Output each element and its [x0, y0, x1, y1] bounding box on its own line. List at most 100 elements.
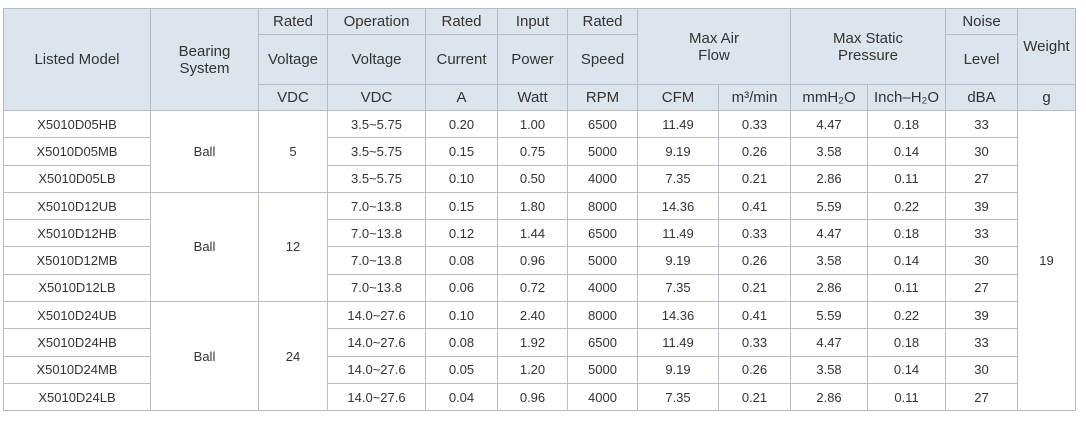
table-cell: 8000 [567, 301, 638, 330]
table-header: Listed Model Bearing System Rated Operat… [3, 8, 1077, 111]
table-cell: 0.15 [425, 137, 498, 166]
table-cell: 39 [945, 301, 1019, 330]
table-cell: 2.86 [790, 164, 869, 193]
table-cell: Ball [150, 301, 259, 412]
table-row: X5010D12LB 7.0~13.8 0.06 0.72 4000 7.35 0.21 2.… [3, 273, 1076, 303]
table-cell: X5010D05MB [3, 137, 151, 166]
table-cell: 9.19 [637, 137, 719, 166]
table-cell: 11.49 [637, 109, 719, 139]
table-cell: 0.72 [497, 273, 568, 303]
table-row: X5010D05HB Ball 5 3.5~5.75 0.20 1.00 6500 11.49… [3, 109, 1077, 412]
table-cell: 3.5~5.75 [327, 137, 426, 166]
table-cell: 0.11 [867, 164, 947, 193]
table-row: X5010D12UB Ball 12 7.0~13.8 0.15 1.80 8000 14.3… [3, 191, 1076, 303]
table-cell: 1.80 [497, 191, 568, 221]
table-cell: 0.22 [867, 301, 947, 330]
table-cell: 12 [258, 191, 328, 303]
table-cell: Ball [150, 110, 259, 193]
header-cell: Speed [567, 34, 638, 85]
unit-cell: m³/min [717, 84, 792, 111]
unit-cell: RPM [567, 84, 638, 111]
table-cell: 14.0~27.6 [327, 355, 426, 384]
table-cell: 0.50 [497, 164, 568, 193]
header-cell: Listed Model [3, 8, 151, 111]
table-cell: X5010D24LB [3, 382, 151, 412]
table-cell: 8000 [567, 191, 638, 221]
header-cell: Rated [567, 8, 638, 35]
header-cell: Rated [258, 8, 328, 35]
table-cell: X5010D24UB [3, 301, 151, 330]
table-cell: 0.18 [867, 109, 947, 139]
table-cell: 4.47 [790, 219, 869, 248]
unit-cell: Watt [497, 84, 568, 111]
table-cell: 7.35 [637, 273, 719, 303]
table-cell: 0.06 [425, 273, 498, 303]
table-cell: 5 [258, 110, 328, 193]
table-cell: 2.86 [790, 273, 869, 303]
table-cell: 0.14 [867, 355, 947, 384]
table-cell: 0.12 [425, 219, 498, 248]
unit-cell: Inch–H₂O [867, 84, 947, 111]
table-cell: 0.21 [717, 273, 792, 303]
table-cell: 4.47 [790, 109, 869, 139]
table-cell: 0.10 [425, 164, 498, 193]
table-cell: 9.19 [637, 355, 719, 384]
unit-cell: dBA [945, 84, 1019, 111]
table-cell: 5.59 [790, 191, 869, 221]
table-cell: X5010D12LB [3, 273, 151, 303]
table-cell: 4.47 [790, 328, 869, 357]
table-cell: X5010D24HB [3, 328, 151, 357]
table-cell: 2.86 [790, 382, 869, 412]
table-cell: 14.0~27.6 [327, 301, 426, 330]
table-cell: 24 [258, 301, 328, 412]
unit-cell: g [1017, 84, 1077, 111]
table-cell: 7.0~13.8 [327, 191, 426, 221]
table-row: X5010D24LB 14.0~27.6 0.04 0.96 4000 7.35 0.21 2… [3, 382, 1076, 412]
header-row: Listed Model Bearing System Rated Operat… [3, 8, 1077, 111]
table-cell: 11.49 [637, 328, 719, 357]
table-cell: 0.26 [717, 246, 792, 275]
table-cell: X5010D24MB [3, 355, 151, 384]
table-cell: 0.26 [717, 355, 792, 384]
table-cell: 0.33 [717, 328, 792, 357]
table-cell: 7.35 [637, 164, 719, 193]
table-cell: 1.20 [497, 355, 568, 384]
header-cell: Max Static Pressure [790, 8, 947, 85]
table-cell: 3.58 [790, 137, 869, 166]
table-cell: 5000 [567, 137, 638, 166]
table-cell: 14.36 [637, 301, 719, 330]
table-cell: 0.18 [867, 328, 947, 357]
table-cell: 7.35 [637, 382, 719, 412]
table-cell: 0.33 [717, 219, 792, 248]
table-cell: 5.59 [790, 301, 869, 330]
header-cell: Max Air Flow [636, 8, 792, 85]
table-cell: X5010D12HB [3, 219, 151, 248]
table-cell: 6500 [567, 219, 638, 248]
table-body: X5010D05HB Ball 5 3.5~5.75 0.20 1.00 6500 11.49… [3, 109, 1077, 412]
table-cell: 4000 [567, 382, 638, 412]
unit-cell: A [425, 84, 498, 111]
table-cell: X5010D05LB [3, 164, 151, 193]
table-cell: 3.58 [790, 246, 869, 275]
table-cell: 4000 [567, 164, 638, 193]
table-cell: 0.14 [867, 246, 947, 275]
table-cell: 0.08 [425, 328, 498, 357]
header-cell: Rated [425, 8, 498, 35]
table-cell: 4000 [567, 273, 638, 303]
table-cell: 2.40 [497, 301, 568, 330]
table-cell: 0.05 [425, 355, 498, 384]
table-cell: 33 [945, 328, 1019, 357]
table-cell: 14.36 [637, 191, 719, 221]
table-cell: 0.41 [717, 191, 792, 221]
table-cell: 33 [945, 219, 1019, 248]
header-cell: Weight [1017, 8, 1077, 85]
table-cell: 27 [945, 164, 1019, 193]
table-cell: 0.75 [497, 137, 568, 166]
unit-cell: mmH₂O [790, 84, 869, 111]
header-cell: Noise [945, 8, 1019, 35]
table-cell: 14.0~27.6 [327, 328, 426, 357]
table-cell: 5000 [567, 355, 638, 384]
table-cell: 1.00 [497, 109, 568, 139]
header-cell: Input [497, 8, 568, 35]
